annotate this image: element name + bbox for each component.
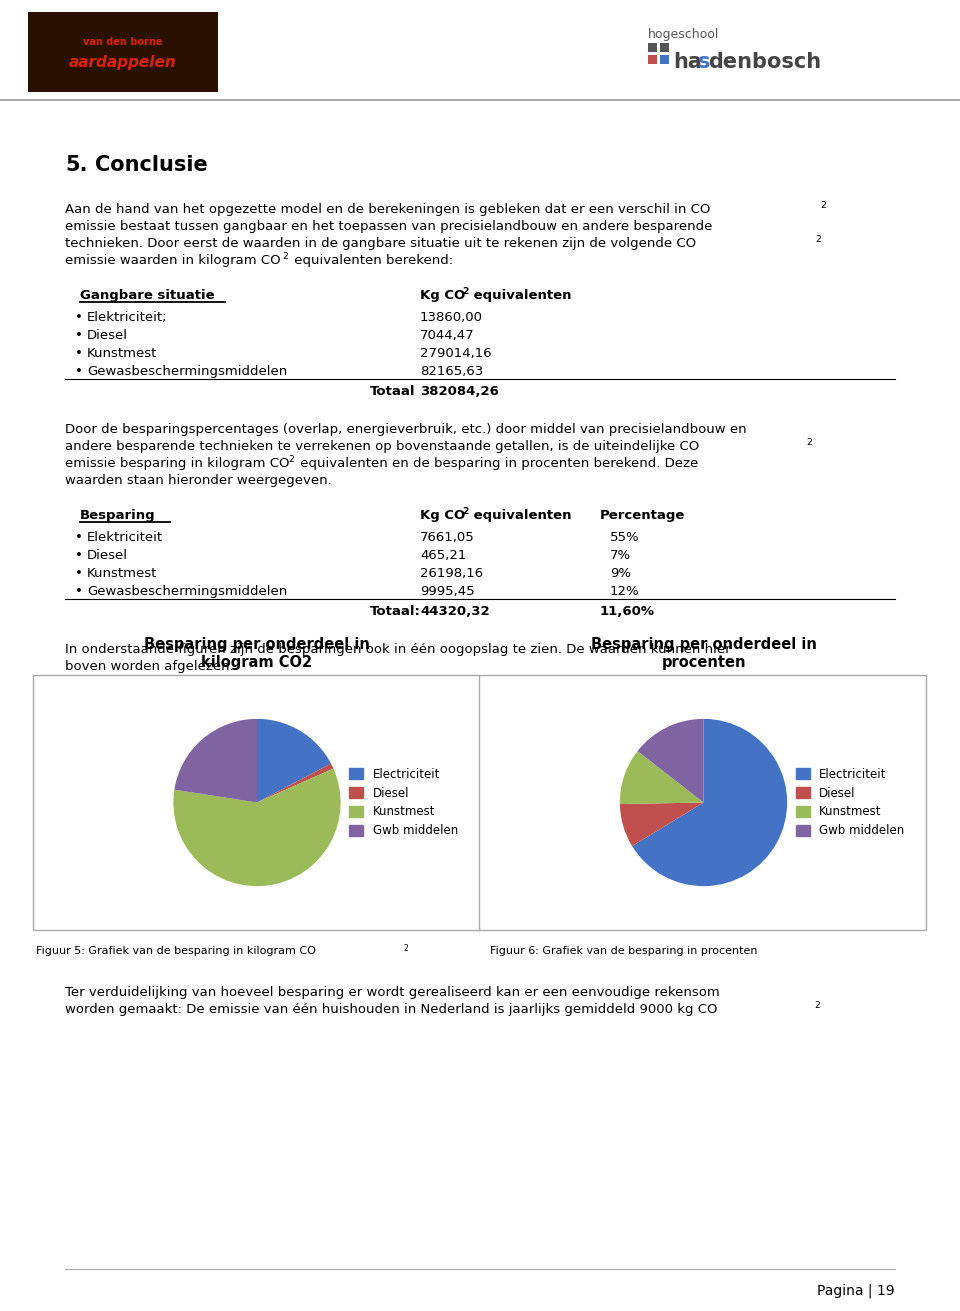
Wedge shape — [257, 718, 331, 802]
FancyBboxPatch shape — [660, 55, 669, 64]
Text: denbosch: denbosch — [708, 52, 821, 72]
Text: andere besparende technieken te verrekenen op bovenstaande getallen, is de uitei: andere besparende technieken te verreken… — [65, 440, 699, 454]
Legend: Electriciteit, Diesel, Kunstmest, Gwb middelen: Electriciteit, Diesel, Kunstmest, Gwb mi… — [791, 763, 909, 842]
Text: •: • — [75, 329, 83, 342]
Text: 13860,00: 13860,00 — [420, 311, 483, 324]
Text: 465,21: 465,21 — [420, 549, 467, 562]
Text: In onderstaande figuren zijn de besparingen ook in één oogopslag te zien. De waa: In onderstaande figuren zijn de besparin… — [65, 642, 731, 656]
Text: 7661,05: 7661,05 — [420, 531, 475, 544]
Text: s: s — [698, 52, 710, 72]
Title: Besparing per onderdeel in
procenten: Besparing per onderdeel in procenten — [590, 637, 816, 670]
Text: Gangbare situatie: Gangbare situatie — [80, 288, 215, 302]
Wedge shape — [637, 718, 704, 802]
Text: 2: 2 — [815, 235, 821, 244]
Text: Gewasbeschermingsmiddelen: Gewasbeschermingsmiddelen — [87, 364, 287, 378]
Text: worden gemaakt: De emissie van één huishouden in Nederland is jaarlijks gemiddel: worden gemaakt: De emissie van één huish… — [65, 1003, 717, 1016]
Text: 55%: 55% — [610, 531, 639, 544]
Text: equivalenten berekend:: equivalenten berekend: — [290, 254, 453, 267]
Text: 7%: 7% — [610, 549, 631, 562]
Text: •: • — [75, 311, 83, 324]
Text: Door de besparingspercentages (overlap, energieverbruik, etc.) door middel van p: Door de besparingspercentages (overlap, … — [65, 423, 747, 437]
Text: Diesel: Diesel — [87, 329, 128, 342]
FancyBboxPatch shape — [33, 675, 926, 929]
FancyBboxPatch shape — [648, 55, 657, 64]
Text: aardappelen: aardappelen — [69, 55, 177, 71]
Text: Totaal: Totaal — [370, 385, 416, 399]
Text: 7044,47: 7044,47 — [420, 329, 474, 342]
Text: •: • — [75, 566, 83, 579]
Text: 2: 2 — [462, 287, 468, 296]
Text: Figuur 5: Grafiek van de besparing in kilogram CO: Figuur 5: Grafiek van de besparing in ki… — [36, 947, 316, 956]
Title: Besparing per onderdeel in
kilogram CO2: Besparing per onderdeel in kilogram CO2 — [144, 637, 370, 670]
Text: Kunstmest: Kunstmest — [87, 566, 157, 579]
Text: 2: 2 — [814, 1002, 820, 1009]
Text: 82165,63: 82165,63 — [420, 364, 483, 378]
Text: 9%: 9% — [610, 566, 631, 579]
Text: Besparing: Besparing — [80, 509, 156, 522]
Text: waarden staan hieronder weergegeven.: waarden staan hieronder weergegeven. — [65, 475, 332, 486]
Wedge shape — [175, 718, 257, 802]
Text: 11,60%: 11,60% — [600, 604, 655, 617]
Text: emissie besparing in kilogram CO: emissie besparing in kilogram CO — [65, 458, 290, 471]
Text: 2: 2 — [288, 455, 294, 464]
Text: Percentage: Percentage — [600, 509, 685, 522]
Text: 12%: 12% — [610, 585, 639, 598]
Text: technieken. Door eerst de waarden in de gangbare situatie uit te rekenen zijn de: technieken. Door eerst de waarden in de … — [65, 237, 696, 250]
Text: 44320,32: 44320,32 — [420, 604, 490, 617]
Text: •: • — [75, 531, 83, 544]
Text: •: • — [75, 585, 83, 598]
Text: Pagina | 19: Pagina | 19 — [817, 1283, 895, 1298]
Text: equivalenten en de besparing in procenten berekend. Deze: equivalenten en de besparing in procente… — [296, 458, 698, 471]
FancyBboxPatch shape — [28, 12, 218, 92]
Text: Kunstmest: Kunstmest — [87, 347, 157, 361]
Wedge shape — [620, 802, 704, 846]
Wedge shape — [632, 718, 787, 886]
Text: •: • — [75, 549, 83, 562]
Wedge shape — [257, 763, 333, 802]
Text: ha: ha — [673, 52, 702, 72]
Text: 2: 2 — [462, 507, 468, 517]
Text: 279014,16: 279014,16 — [420, 347, 492, 361]
Legend: Electriciteit, Diesel, Kunstmest, Gwb middelen: Electriciteit, Diesel, Kunstmest, Gwb mi… — [345, 763, 463, 842]
Text: •: • — [75, 364, 83, 378]
Text: 2: 2 — [404, 944, 409, 953]
Text: Diesel: Diesel — [87, 549, 128, 562]
Text: emissie bestaat tussen gangbaar en het toepassen van precisielandbouw en andere : emissie bestaat tussen gangbaar en het t… — [65, 220, 712, 233]
Text: 9995,45: 9995,45 — [420, 585, 474, 598]
Text: Ter verduidelijking van hoeveel besparing er wordt gerealiseerd kan er een eenvo: Ter verduidelijking van hoeveel besparin… — [65, 986, 720, 999]
Text: Kg CO: Kg CO — [420, 288, 466, 302]
Text: Elektriciteit;: Elektriciteit; — [87, 311, 167, 324]
Text: 2: 2 — [282, 252, 288, 261]
FancyBboxPatch shape — [660, 43, 669, 52]
Text: boven worden afgelezen.: boven worden afgelezen. — [65, 659, 233, 673]
Text: 382084,26: 382084,26 — [420, 385, 499, 399]
Text: 2: 2 — [820, 201, 826, 210]
Text: equivalenten: equivalenten — [469, 509, 571, 522]
Text: Figuur 6: Grafiek van de besparing in procenten: Figuur 6: Grafiek van de besparing in pr… — [490, 947, 757, 956]
Text: 2: 2 — [806, 438, 812, 447]
Text: Totaal:: Totaal: — [370, 604, 420, 617]
Text: •: • — [75, 347, 83, 361]
Text: emissie waarden in kilogram CO: emissie waarden in kilogram CO — [65, 254, 280, 267]
Text: Conclusie: Conclusie — [95, 155, 207, 174]
Text: equivalenten: equivalenten — [469, 288, 571, 302]
Text: 5.: 5. — [65, 155, 87, 174]
FancyBboxPatch shape — [648, 43, 657, 52]
Text: hogeschool: hogeschool — [648, 28, 719, 41]
Text: 26198,16: 26198,16 — [420, 566, 483, 579]
Wedge shape — [174, 768, 341, 886]
Text: Gewasbeschermingsmiddelen: Gewasbeschermingsmiddelen — [87, 585, 287, 598]
Text: Elektriciteit: Elektriciteit — [87, 531, 163, 544]
Text: Kg CO: Kg CO — [420, 509, 466, 522]
Text: Aan de hand van het opgezette model en de berekeningen is gebleken dat er een ve: Aan de hand van het opgezette model en d… — [65, 203, 710, 216]
Wedge shape — [620, 751, 704, 804]
Text: van den borne: van den borne — [84, 37, 163, 47]
